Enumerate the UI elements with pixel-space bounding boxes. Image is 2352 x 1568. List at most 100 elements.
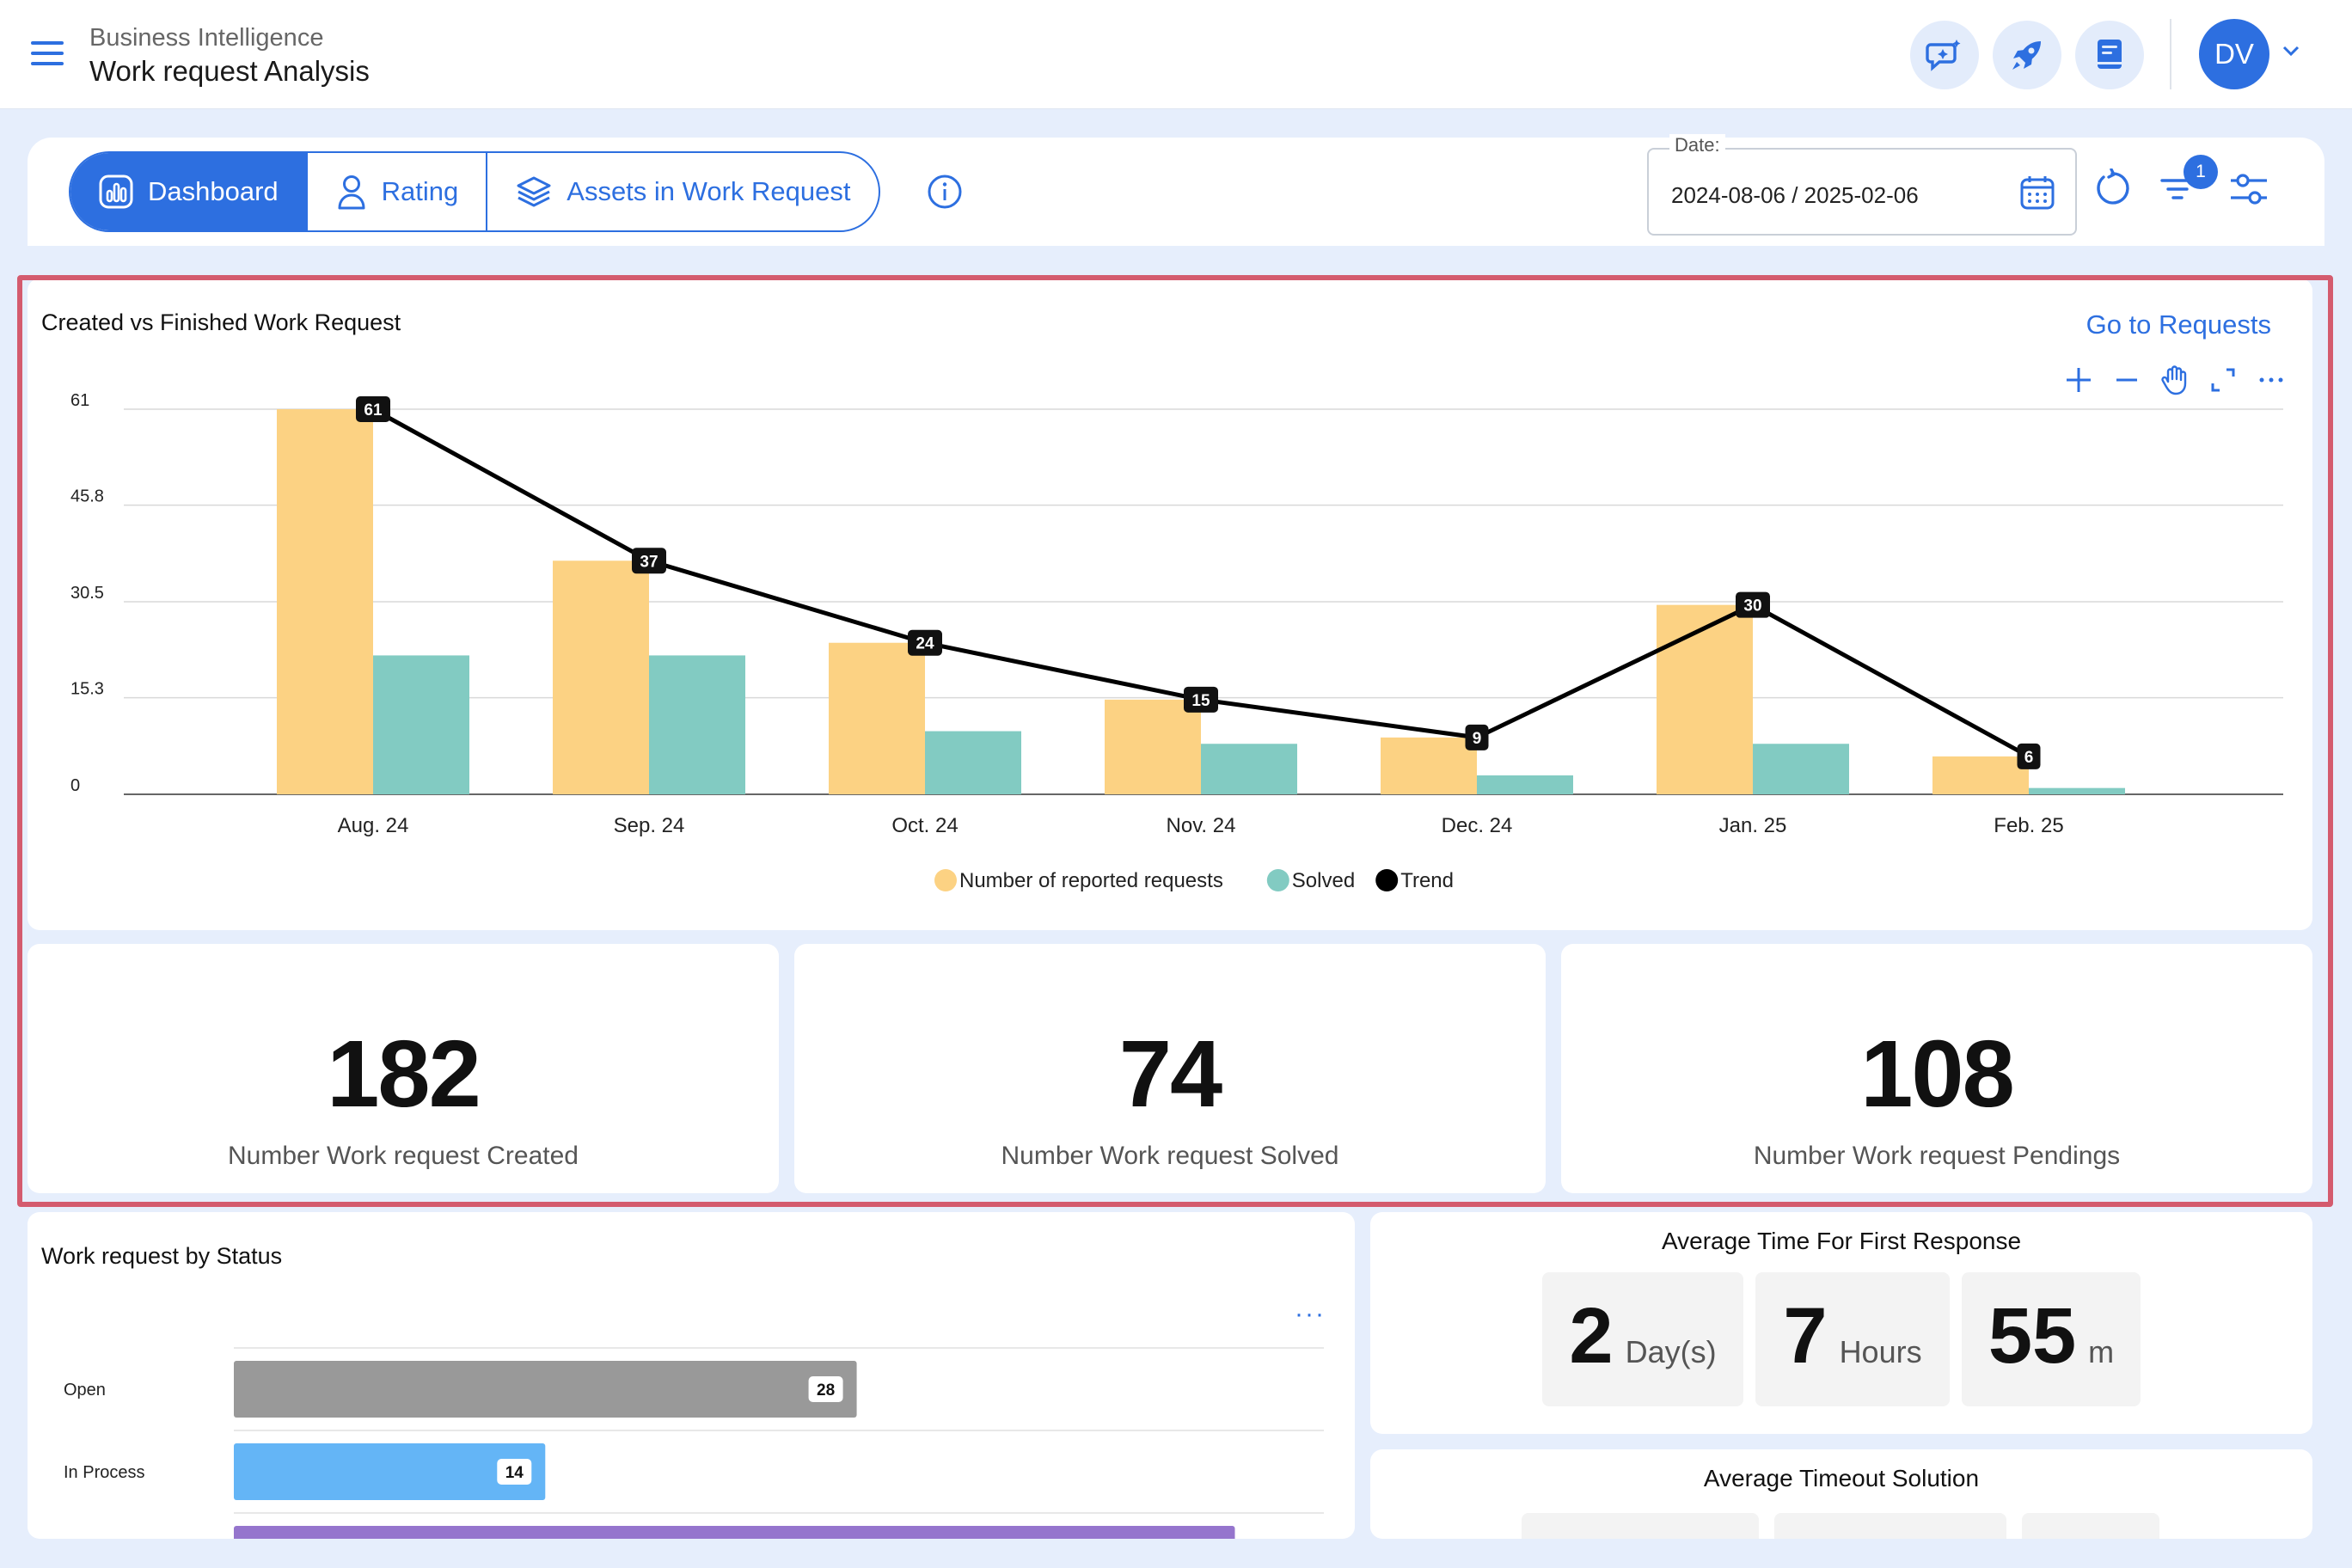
minutes-value: 55 <box>1988 1292 2077 1380</box>
chart-icon <box>99 175 133 209</box>
kpi-created-label: Number Work request Created <box>228 1142 579 1170</box>
legend-label: Number of reported requests <box>959 869 1223 892</box>
chart-toolbar <box>2063 364 2287 395</box>
kpi-solved-value: 74 <box>1118 1021 1222 1127</box>
status-bar <box>234 1361 857 1418</box>
kpi-pending-value: 108 <box>1860 1021 2015 1127</box>
legend-marker <box>1266 869 1289 891</box>
x-tick-label: Aug. 24 <box>338 814 409 837</box>
refresh-icon[interactable] <box>2092 168 2132 208</box>
trend-data-label: 61 <box>364 401 383 420</box>
timeout-days-box <box>1522 1513 1759 1539</box>
info-icon[interactable] <box>927 174 963 210</box>
tab-dashboard[interactable]: Dashboard <box>70 153 308 230</box>
trend-point <box>1184 686 1218 713</box>
tab-rating-label: Rating <box>381 176 459 206</box>
status-bar <box>234 1526 1235 1539</box>
zoom-in-icon[interactable] <box>2063 364 2094 395</box>
x-tick-label: Feb. 25 <box>1994 814 2063 837</box>
status-more-icon[interactable]: ··· <box>1295 1300 1326 1328</box>
reported-bar <box>277 409 373 794</box>
y-tick-label: 30.5 <box>70 584 104 603</box>
y-tick-label: 45.8 <box>70 487 104 506</box>
minutes-unit: m <box>2088 1334 2115 1369</box>
kpi-created-card: 182 Number Work request Created <box>28 944 779 1193</box>
solved-bar <box>373 655 469 794</box>
settings-sliders-icon[interactable] <box>2228 170 2269 208</box>
tab-rating[interactable]: Rating <box>308 153 488 230</box>
section-divider <box>28 246 2312 280</box>
status-value-label: 28 <box>817 1381 835 1400</box>
first-response-title: Average Time For First Response <box>1661 1228 2022 1254</box>
timeout-solution-card: Average Timeout Solution <box>1370 1449 2312 1539</box>
date-range-field[interactable]: Date: 2024-08-06 / 2025-02-06 <box>1647 134 2077 236</box>
kpi-solved-card: 74 Number Work request Solved <box>794 944 1546 1193</box>
solved-bar <box>2029 787 2125 794</box>
page-title: Work request Analysis <box>89 55 370 87</box>
chat-assistant-button[interactable] <box>1910 21 1979 89</box>
status-title: Work request by Status <box>41 1243 283 1269</box>
legend-marker <box>934 869 957 891</box>
status-card: Work request by Status Open 28 In Process 1… <box>28 1212 1355 1539</box>
reported-bar <box>1381 737 1477 794</box>
tab-group: Dashboard Rating Assets in Work Request <box>69 151 880 232</box>
minutes-box: 55 m <box>1962 1272 2141 1406</box>
expand-icon[interactable] <box>2208 364 2239 395</box>
kpi-created-value: 182 <box>327 1021 481 1127</box>
status-bar <box>234 1443 546 1500</box>
layers-icon <box>517 176 551 207</box>
hours-box: 7 Hours <box>1755 1272 1950 1406</box>
timeout-solution-title: Average Timeout Solution <box>1703 1465 1980 1491</box>
avatar[interactable]: DV <box>2199 19 2269 89</box>
zoom-out-icon[interactable] <box>2111 364 2142 395</box>
created-vs-finished-card: Created vs Finished Work Request Go to R… <box>28 279 2312 930</box>
chart-title: Created vs Finished Work Request <box>41 309 401 335</box>
chevron-down-icon[interactable] <box>2282 45 2300 57</box>
status-value-label: 14 <box>505 1464 524 1482</box>
timeout-hours-box <box>1774 1513 2006 1539</box>
trend-data-label: 9 <box>1473 730 1482 748</box>
days-value: 2 <box>1569 1292 1614 1380</box>
hours-unit: Hours <box>1839 1334 1922 1369</box>
calendar-icon[interactable] <box>2018 174 2056 211</box>
trend-data-label: 24 <box>916 635 934 653</box>
go-to-requests-link[interactable]: Go to Requests <box>2086 309 2271 340</box>
y-tick-label: 0 <box>70 776 80 795</box>
legend-marker <box>1375 869 1399 891</box>
legend-label: Trend <box>1400 869 1454 892</box>
notes-button[interactable] <box>2075 21 2144 89</box>
x-tick-label: Jan. 25 <box>1719 814 1787 837</box>
y-tick-label: 15.3 <box>70 680 104 699</box>
trend-point <box>908 629 942 656</box>
header-divider <box>2170 19 2171 89</box>
solved-bar <box>1477 775 1573 794</box>
top-bar: Business Intelligence Work request Analy… <box>0 0 2352 109</box>
x-tick-label: Sep. 24 <box>614 814 685 837</box>
date-range-value: 2024-08-06 / 2025-02-06 <box>1671 182 1919 208</box>
x-tick-label: Nov. 24 <box>1167 814 1236 837</box>
trend-data-label: 6 <box>2024 749 2034 767</box>
reported-bar <box>1105 699 1201 794</box>
filter-count-badge: 1 <box>2184 155 2218 189</box>
tab-assets[interactable]: Assets in Work Request <box>487 153 878 230</box>
pan-hand-icon[interactable] <box>2159 364 2190 395</box>
status-value-chip <box>497 1459 532 1485</box>
status-row-label: In Process <box>64 1463 144 1482</box>
breadcrumb[interactable]: Business Intelligence <box>89 24 324 52</box>
x-tick-label: Dec. 24 <box>1442 814 1513 837</box>
kpi-solved-label: Number Work request Solved <box>1001 1142 1339 1170</box>
solved-bar <box>1201 744 1297 794</box>
solved-bar <box>1753 744 1849 794</box>
trend-point <box>1465 724 1489 750</box>
rocket-button[interactable] <box>1993 21 2061 89</box>
trend-point <box>356 396 390 422</box>
status-row-label: Open <box>64 1381 106 1400</box>
trend-point <box>1736 591 1770 618</box>
book-icon <box>2098 40 2122 69</box>
rocket-icon <box>2012 41 2041 70</box>
trend-data-label: 15 <box>1191 692 1210 710</box>
days-box: 2 Day(s) <box>1542 1272 1743 1406</box>
trend-point <box>632 548 666 574</box>
menu-icon[interactable] <box>31 40 64 67</box>
more-icon[interactable] <box>2256 364 2287 395</box>
